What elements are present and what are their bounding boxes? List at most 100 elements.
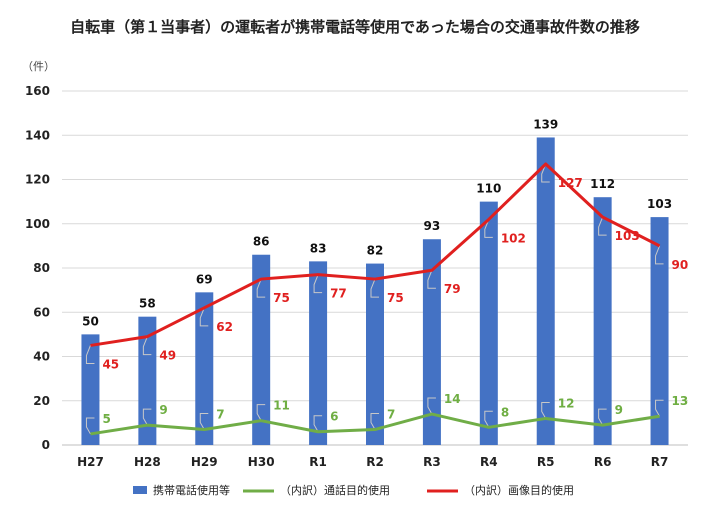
image-purpose-leader-R2	[370, 278, 379, 298]
x-tick-R1: R1	[309, 455, 327, 469]
image-purpose-label-H28: 49	[159, 349, 176, 363]
bar-R5	[536, 137, 555, 445]
bar-H29	[195, 292, 214, 445]
call-purpose-leader-H29	[199, 413, 209, 430]
call-purpose-label-H29: 7	[216, 408, 224, 422]
legend-call-label: （内訳）通話目的使用	[280, 483, 390, 497]
bar-H30	[252, 254, 271, 445]
image-purpose-leader-H27	[85, 345, 95, 364]
legend: 携帯電話使用等 （内訳）通話目的使用 （内訳）画像目的使用	[133, 483, 574, 497]
image-purpose-leader-R4	[484, 219, 493, 238]
y-tick-40: 40	[33, 350, 50, 364]
bar-label-H30: 86	[253, 235, 270, 249]
bar-R4	[479, 201, 498, 445]
image-purpose-leader-R3	[427, 270, 436, 289]
call-purpose-label-R5: 12	[558, 396, 575, 410]
x-tick-R6: R6	[594, 455, 612, 469]
call-purpose-leader-R3	[427, 397, 436, 415]
bar-label-H27: 50	[82, 314, 99, 328]
image-purpose-label-H30: 75	[273, 291, 290, 305]
legend-bar-label: 携帯電話使用等	[153, 483, 230, 497]
x-tick-H29: H29	[191, 455, 218, 469]
image-purpose-leader-H29	[199, 307, 209, 327]
legend-image-label: （内訳）画像目的使用	[464, 483, 574, 497]
bar-H27	[81, 334, 100, 445]
y-axis-ticks: 0 20 40 60 80 100 120 140 160	[25, 84, 50, 452]
y-tick-140: 140	[25, 128, 50, 142]
call-purpose-label-H28: 9	[159, 403, 167, 417]
call-purpose-leader-R1	[313, 415, 323, 432]
bar-label-H29: 69	[196, 272, 213, 286]
image-purpose-label-R6: 103	[615, 229, 640, 243]
image-purpose-leader-R1	[313, 274, 323, 294]
bar-R6	[593, 197, 612, 445]
image-purpose-label-H29: 62	[216, 320, 233, 334]
image-purpose-leader-R7	[655, 245, 664, 265]
image-purpose-label-R4: 102	[501, 231, 526, 245]
call-purpose-leader-R4	[484, 410, 493, 428]
bar-R7	[650, 217, 669, 445]
call-purpose-label-R4: 8	[501, 405, 509, 419]
bar-label-R6: 112	[590, 177, 615, 191]
call-purpose-line	[90, 412, 660, 436]
y-tick-100: 100	[25, 217, 50, 231]
call-purpose-leader-R6	[598, 408, 607, 426]
bar-R3	[422, 239, 441, 445]
call-purpose-label-H27: 5	[102, 412, 110, 426]
bar-label-R7: 103	[647, 197, 672, 211]
bar-label-R1: 83	[310, 241, 327, 255]
x-tick-R5: R5	[537, 455, 555, 469]
bar-label-R4: 110	[476, 182, 501, 196]
y-tick-20: 20	[33, 394, 50, 408]
image-purpose-label-R2: 75	[387, 291, 404, 305]
x-tick-R4: R4	[480, 455, 498, 469]
legend-bar-swatch	[133, 486, 147, 494]
call-purpose-leader-R5	[541, 401, 550, 419]
call-purpose-label-R2: 7	[387, 408, 395, 422]
call-purpose-leader-H27	[85, 417, 95, 435]
bar-R2	[366, 263, 384, 445]
y-tick-80: 80	[33, 261, 50, 275]
bar-label-H28: 58	[139, 297, 156, 311]
call-purpose-leader-R7	[655, 399, 664, 417]
x-tick-R3: R3	[423, 455, 441, 469]
y-tick-0: 0	[42, 438, 50, 452]
bar-label-R3: 93	[424, 219, 441, 233]
label-leader-lines	[85, 163, 664, 435]
bar-R1	[309, 261, 328, 445]
call-purpose-label-R6: 9	[615, 403, 623, 417]
x-axis-ticks: H27 H28 H29 H30 R1 R2 R3 R4 R5 R6 R7	[77, 455, 668, 469]
call-purpose-label-R3: 14	[444, 392, 461, 406]
y-tick-120: 120	[25, 173, 50, 187]
y-axis-unit-label: （件）	[22, 60, 55, 73]
bar-label-R2: 82	[367, 244, 384, 258]
call-purpose-leader-R2	[370, 413, 379, 430]
image-purpose-leader-R6	[598, 216, 607, 236]
image-purpose-leader-R5	[541, 163, 550, 183]
image-purpose-leader-H28	[142, 336, 152, 356]
y-tick-60: 60	[33, 305, 50, 319]
call-purpose-leader-H28	[142, 408, 152, 426]
y-tick-160: 160	[25, 84, 50, 98]
chart-title: 自転車（第１当事者）の運転者が携帯電話等使用であった場合の交通事故件数の推移	[70, 18, 640, 36]
image-purpose-label-H27: 45	[102, 357, 119, 371]
x-tick-H30: H30	[248, 455, 275, 469]
x-tick-H27: H27	[77, 455, 104, 469]
x-tick-H28: H28	[134, 455, 161, 469]
bar-label-R5: 139	[533, 117, 558, 131]
call-purpose-label-R7: 13	[672, 394, 689, 408]
image-purpose-line	[90, 162, 661, 347]
image-purpose-label-R1: 77	[330, 287, 347, 301]
image-purpose-leader-H30	[256, 278, 266, 298]
x-tick-R7: R7	[651, 455, 669, 469]
image-purpose-label-R7: 90	[672, 258, 689, 272]
call-purpose-label-R1: 6	[330, 410, 338, 424]
x-tick-R2: R2	[366, 455, 384, 469]
call-purpose-label-H30: 11	[273, 399, 290, 413]
image-purpose-label-R3: 79	[444, 282, 461, 296]
line-series	[90, 162, 661, 436]
image-purpose-label-R5: 127	[558, 176, 583, 190]
call-purpose-leader-H30	[256, 404, 266, 421]
